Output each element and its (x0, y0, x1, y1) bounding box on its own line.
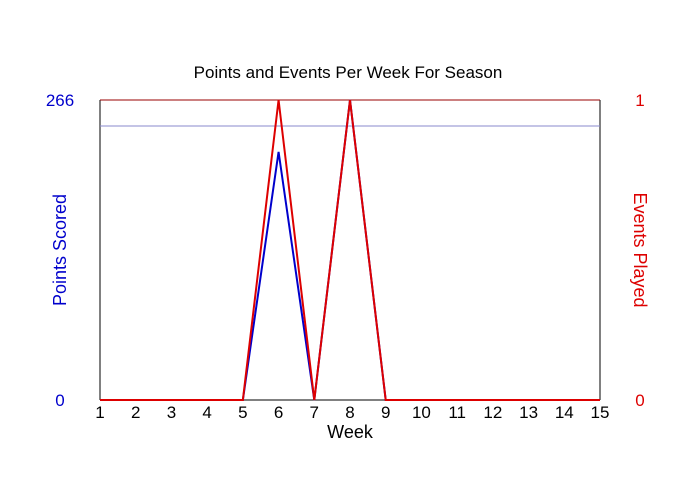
y-left-tick-label: 266 (46, 91, 74, 110)
x-tick-label: 4 (202, 403, 211, 422)
plot-frame (99, 99, 601, 401)
series-layer (100, 99, 600, 401)
x-tick-label: 10 (412, 403, 431, 422)
x-tick-label: 12 (483, 403, 502, 422)
x-tick-label: 1 (95, 403, 104, 422)
x-axis-label: Week (327, 422, 374, 442)
x-tick-label: 6 (274, 403, 283, 422)
y-left-tick-label: 0 (55, 391, 64, 410)
x-tick-label: 3 (167, 403, 176, 422)
x-tick-label: 11 (448, 403, 466, 422)
y-left-axis-ticks: 0 266 (46, 91, 74, 410)
y-left-axis-label: Points Scored (50, 194, 70, 306)
points-scored-line (100, 99, 600, 401)
x-tick-label: 15 (591, 403, 610, 422)
y-right-axis-label: Events Played (630, 192, 650, 307)
x-axis-ticks: 1 2 3 4 5 6 7 8 9 10 11 12 13 14 15 (95, 403, 609, 422)
x-tick-label: 8 (345, 403, 354, 422)
y-right-axis-ticks: 01 (635, 91, 644, 410)
x-tick-label: 5 (238, 403, 247, 422)
events-played-line (100, 99, 600, 401)
x-tick-label: 9 (381, 403, 390, 422)
y-right-tick-label: 1 (635, 91, 644, 110)
x-tick-label: 2 (131, 403, 140, 422)
chart-title: Points and Events Per Week For Season (194, 63, 503, 82)
y-right-tick-label: 0 (635, 391, 644, 410)
x-tick-label: 13 (519, 403, 538, 422)
x-tick-label: 14 (555, 403, 574, 422)
x-tick-label: 7 (310, 403, 319, 422)
